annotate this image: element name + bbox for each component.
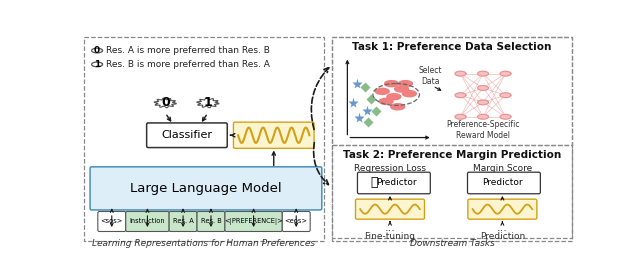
FancyBboxPatch shape	[98, 211, 125, 232]
Polygon shape	[196, 98, 219, 108]
Text: Res. B: Res. B	[200, 218, 221, 225]
Polygon shape	[154, 98, 177, 108]
Text: <eos>: <eos>	[285, 218, 308, 225]
Polygon shape	[375, 88, 389, 94]
Text: Select
Data: Select Data	[419, 66, 442, 86]
Polygon shape	[477, 115, 488, 119]
Text: Margin Score: Margin Score	[473, 164, 532, 173]
Polygon shape	[399, 81, 412, 87]
Text: Res. A: Res. A	[173, 218, 193, 225]
Polygon shape	[379, 98, 393, 104]
Text: Regression Loss: Regression Loss	[354, 164, 426, 173]
Text: 0: 0	[94, 46, 100, 55]
Text: Instruction: Instruction	[130, 218, 165, 225]
Polygon shape	[385, 81, 399, 87]
Text: Large Language Model: Large Language Model	[130, 182, 282, 195]
Text: Preference-Specific
Reward Model: Preference-Specific Reward Model	[446, 120, 520, 139]
FancyBboxPatch shape	[358, 172, 430, 194]
FancyBboxPatch shape	[468, 199, 537, 219]
Text: Fine-tuning: Fine-tuning	[365, 232, 415, 241]
Text: Classifier: Classifier	[161, 130, 212, 140]
Polygon shape	[387, 94, 401, 100]
Text: Res. A is more preferred than Res. B: Res. A is more preferred than Res. B	[106, 46, 270, 55]
FancyBboxPatch shape	[90, 167, 322, 210]
Polygon shape	[92, 62, 102, 67]
Bar	[332, 145, 572, 238]
Polygon shape	[403, 91, 417, 97]
FancyBboxPatch shape	[355, 199, 424, 219]
Text: Learning Representations for Human Preferences: Learning Representations for Human Prefe…	[92, 239, 316, 248]
Text: 1: 1	[94, 60, 100, 69]
FancyBboxPatch shape	[147, 123, 227, 148]
Text: ...: ...	[385, 223, 396, 234]
Text: Downstream Tasks: Downstream Tasks	[410, 239, 495, 248]
Bar	[332, 38, 572, 241]
Text: Res. B is more preferred than Res. A: Res. B is more preferred than Res. A	[106, 60, 270, 69]
Text: Predictor: Predictor	[482, 178, 523, 188]
Text: <|PREFERENCE|>: <|PREFERENCE|>	[224, 218, 283, 225]
Polygon shape	[92, 48, 102, 53]
FancyBboxPatch shape	[197, 211, 225, 232]
Polygon shape	[500, 115, 511, 119]
Text: 0: 0	[161, 96, 170, 109]
Text: 1: 1	[204, 96, 212, 109]
Text: Task 1: Preference Data Selection: Task 1: Preference Data Selection	[352, 43, 552, 52]
FancyBboxPatch shape	[467, 172, 540, 194]
Polygon shape	[455, 115, 466, 119]
Text: Predictor: Predictor	[376, 178, 417, 188]
Bar	[84, 38, 324, 241]
Polygon shape	[395, 86, 408, 92]
Polygon shape	[477, 100, 488, 105]
FancyBboxPatch shape	[125, 211, 169, 232]
Bar	[332, 38, 572, 145]
Polygon shape	[477, 86, 488, 90]
FancyBboxPatch shape	[234, 122, 314, 148]
Text: 🔥: 🔥	[371, 176, 378, 190]
Text: Task 2: Preference Margin Prediction: Task 2: Preference Margin Prediction	[343, 150, 561, 160]
Text: ...: ...	[497, 223, 508, 234]
Polygon shape	[391, 104, 404, 110]
Polygon shape	[500, 93, 511, 97]
FancyBboxPatch shape	[225, 211, 282, 232]
Polygon shape	[477, 71, 488, 76]
Polygon shape	[455, 71, 466, 76]
Polygon shape	[455, 93, 466, 97]
FancyBboxPatch shape	[282, 211, 310, 232]
Text: Prediction: Prediction	[480, 232, 525, 241]
Text: <sos>: <sos>	[100, 218, 123, 225]
FancyBboxPatch shape	[169, 211, 197, 232]
Polygon shape	[500, 71, 511, 76]
